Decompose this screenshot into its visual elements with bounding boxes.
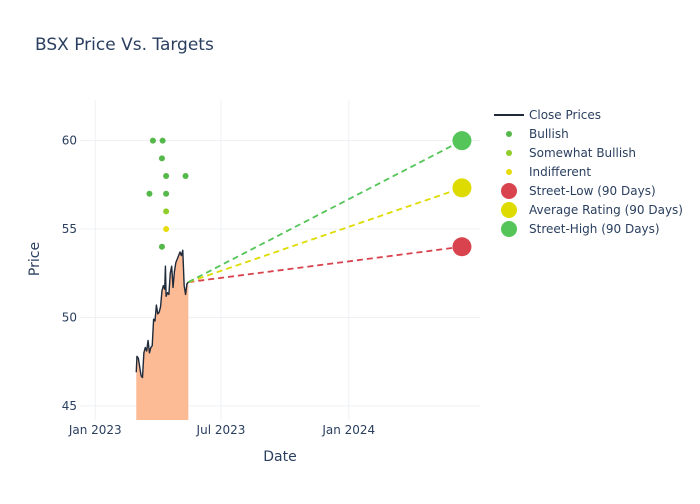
legend-marker-swatch [501,202,517,218]
x-tick-label: Jul 2023 [196,423,246,437]
legend-dot-swatch [506,131,512,137]
rating-point [159,137,166,144]
legend-marker-swatch [501,221,517,237]
y-axis-label: Price [27,242,43,276]
target-line [187,139,463,283]
rating-point [163,173,170,180]
rating-point [182,173,189,180]
close-price-line-group [135,249,189,379]
y-tick-label: 50 [62,310,77,324]
legend-item[interactable]: Bullish [506,127,569,141]
target-marker [452,131,472,151]
rating-point [163,190,170,197]
rating-point [158,243,165,250]
y-tick-label: 55 [62,222,77,236]
legend-label: Street-Low (90 Days) [529,184,656,198]
rating-point [163,208,170,215]
legend-marker-swatch [501,183,517,199]
close-price-area [136,250,189,420]
legend-item[interactable]: Street-High (90 Days) [501,221,660,237]
legend-label: Average Rating (90 Days) [529,203,683,217]
rating-point [163,226,170,233]
legend-label: Bullish [529,127,569,141]
close-price-line [135,249,189,379]
x-axis-label: Date [263,449,296,465]
x-tick-label: Jan 2024 [321,423,375,437]
rating-points [146,137,189,250]
close-price-fill [136,250,189,420]
y-tick-label: 45 [62,399,77,413]
legend-item[interactable]: Indifferent [506,165,591,179]
target-lines [187,139,463,283]
rating-point [158,155,165,162]
legend-item[interactable]: Somewhat Bullish [506,146,636,160]
target-line [188,245,463,283]
legend-label: Somewhat Bullish [529,146,636,160]
rating-point [146,190,153,197]
legend-item[interactable]: Average Rating (90 Days) [501,202,683,218]
chart-title: BSX Price Vs. Targets [35,35,214,55]
legend-item[interactable]: Close Prices [494,108,601,122]
legend-dot-swatch [506,150,512,156]
y-tick-label: 60 [62,134,77,148]
legend-label: Close Prices [529,108,601,122]
legend-label: Indifferent [529,165,591,179]
legend-label: Street-High (90 Days) [529,222,660,236]
target-markers [452,131,472,257]
rating-point [149,137,156,144]
x-axis-ticks: Jan 2023 Jul 2023 Jan 2024 [68,423,375,437]
legend-item[interactable]: Street-Low (90 Days) [501,183,656,199]
target-marker [452,178,472,198]
y-axis-ticks: 45 50 55 60 [62,134,77,413]
x-tick-label: Jan 2023 [68,423,122,437]
legend[interactable]: Close Prices Bullish Somewhat Bullish Indif… [494,108,683,237]
target-marker [452,237,472,257]
target-line [188,187,463,283]
legend-dot-swatch [506,169,512,175]
